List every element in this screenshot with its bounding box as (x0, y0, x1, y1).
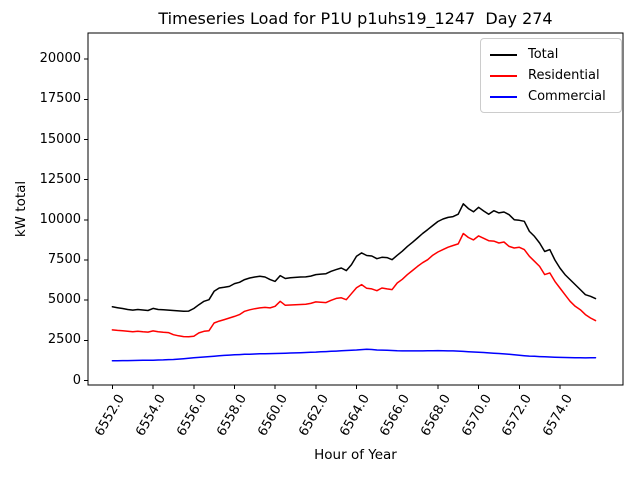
y-tick-label: 0 (72, 372, 81, 388)
y-tick-label: 2500 (47, 332, 81, 348)
legend-entry-commercial: Commercial (490, 86, 613, 107)
legend-entry-total: Total (490, 44, 613, 65)
legend-label: Total (528, 47, 559, 62)
legend: Total Residential Commercial (480, 38, 622, 113)
y-tick-label: 5000 (47, 292, 81, 308)
y-tick-label: 17500 (39, 91, 81, 107)
legend-label: Commercial (528, 89, 606, 104)
y-tick-label: 20000 (39, 51, 81, 67)
series-line-residential (111, 232, 597, 338)
residential-line-swatch (490, 74, 517, 77)
plot-frame (87, 32, 624, 386)
total-line-swatch (490, 53, 517, 56)
y-tick-label: 7500 (47, 252, 81, 267)
legend-label: Residential (528, 68, 600, 83)
commercial-line-swatch (490, 95, 517, 98)
series-line-total (111, 203, 597, 313)
y-tick-label: 10000 (39, 211, 81, 227)
legend-entry-residential: Residential (490, 65, 613, 86)
y-tick-label: 15000 (39, 131, 81, 147)
y-tick-label: 12500 (39, 171, 81, 187)
chart-title: Timeseries Load for P1U p1uhs19_1247 Day… (158, 9, 553, 28)
x-axis-label: Hour of Year (314, 447, 397, 463)
series-line-commercial (111, 348, 597, 362)
